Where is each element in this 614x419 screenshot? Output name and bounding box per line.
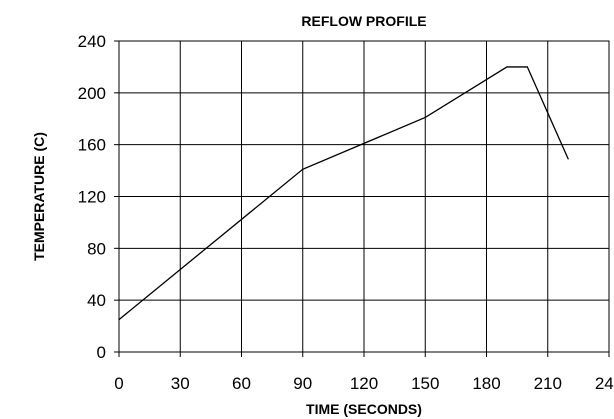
x-axis-ticks: 0 30 60 90 120 150 180 210 240 bbox=[114, 352, 614, 393]
y-tick-label-5: 200 bbox=[78, 84, 106, 103]
series-line-0 bbox=[118, 66, 569, 321]
x-tick-label-4: 120 bbox=[350, 374, 378, 393]
data-point-0-4 bbox=[526, 66, 528, 68]
chart-title: REFLOW PROFILE bbox=[301, 13, 426, 29]
data-point-0-2 bbox=[424, 116, 426, 119]
x-tick-label-7: 210 bbox=[534, 374, 562, 393]
data-point-0-1 bbox=[302, 168, 304, 170]
x-tick-label-0: 0 bbox=[114, 374, 123, 393]
y-tick-label-2: 80 bbox=[87, 239, 106, 258]
y-tick-label-3: 120 bbox=[78, 188, 106, 207]
grid bbox=[118, 40, 610, 353]
y-tick-label-1: 40 bbox=[87, 291, 106, 310]
data-point-0-5 bbox=[567, 158, 569, 160]
y-axis-ticks: 0 40 80 120 160 200 240 bbox=[78, 32, 119, 362]
data-point-0-0 bbox=[118, 319, 120, 321]
y-tick-label-6: 240 bbox=[78, 32, 106, 51]
y-tick-label-0: 0 bbox=[97, 343, 106, 362]
x-tick-label-2: 60 bbox=[232, 374, 251, 393]
x-tick-label-5: 150 bbox=[411, 374, 439, 393]
x-tick-label-1: 30 bbox=[171, 374, 190, 393]
y-axis-label: TEMPERATURE (C) bbox=[31, 132, 47, 261]
series-layer bbox=[118, 66, 569, 321]
x-tick-label-3: 90 bbox=[293, 374, 312, 393]
y-tick-label-4: 160 bbox=[78, 136, 106, 155]
x-tick-label-8: 240 bbox=[595, 374, 614, 393]
x-tick-label-6: 180 bbox=[472, 374, 500, 393]
x-axis-label: TIME (SECONDS) bbox=[306, 401, 422, 417]
data-point-0-3 bbox=[506, 66, 508, 68]
